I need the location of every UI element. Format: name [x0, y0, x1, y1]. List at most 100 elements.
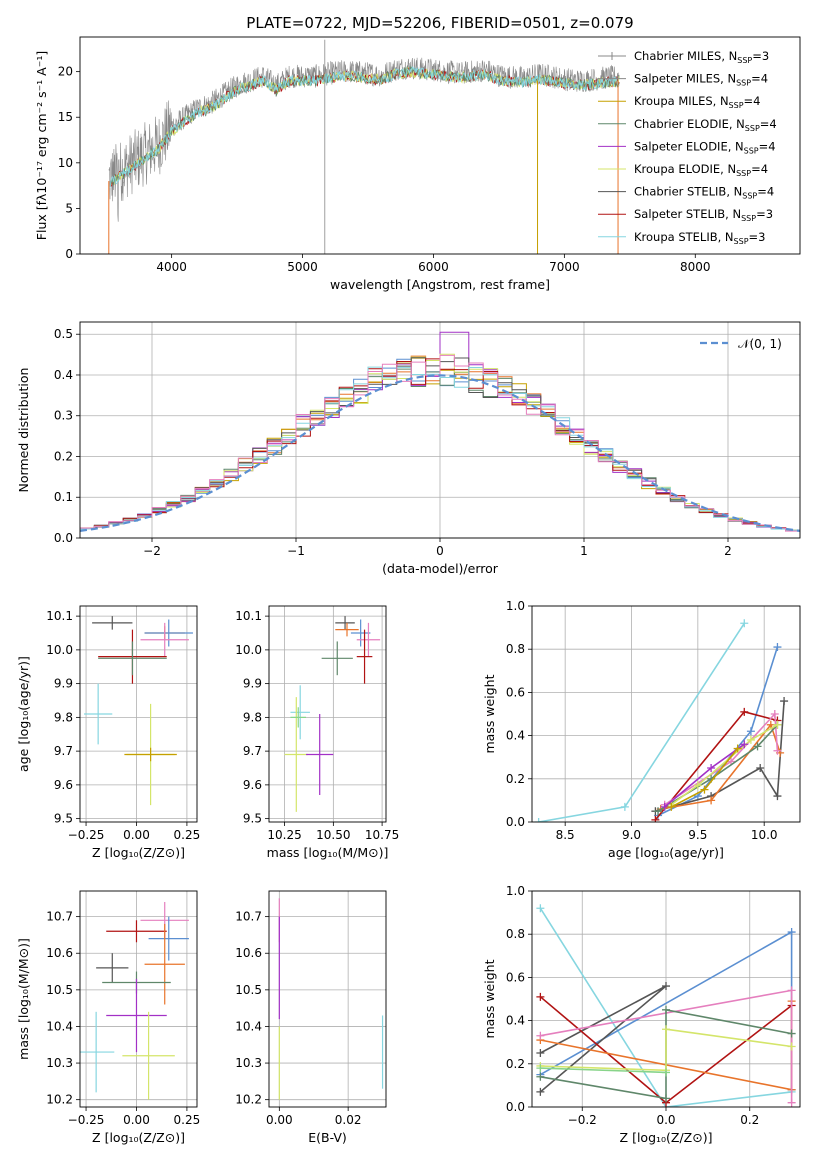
weight-vs-age-xlabel: age [log₁₀(age/yr)] — [608, 845, 724, 860]
age-vs-z-xtick-label: −0.25 — [68, 828, 105, 842]
spectrum-axes: 4000 5000 6000 7000 8000 0 5 10 15 20 wavelength [… — [34, 51, 711, 292]
age-vs-z-ytick-label: 9.6 — [54, 778, 73, 792]
age-vs-z-ytick-label: 9.7 — [54, 744, 73, 758]
mass-vs-z-xtick-label: 0.25 — [174, 1113, 201, 1127]
hist-frame — [79, 321, 801, 539]
hist-xlabel: (data-model)/error — [382, 561, 499, 576]
weight-vs-z-series-point — [662, 1094, 670, 1103]
weight-vs-age-series-point — [746, 735, 755, 744]
weight-vs-age-series-point — [740, 619, 749, 628]
mass-vs-ebv-ytick-label: 10.3 — [235, 1056, 262, 1070]
mass-vs-ebv-xlabel: E(B-V) — [308, 1130, 347, 1145]
spectrum-model-line — [109, 67, 620, 187]
weight-vs-z-xtick-label: 0.2 — [740, 1113, 759, 1127]
weight-vs-z-series-point — [787, 1098, 796, 1107]
spectrum-ytick-label: 0 — [65, 247, 73, 261]
hist-ylabel: Normed distribution — [16, 368, 31, 493]
weight-vs-z-series-point — [662, 1068, 670, 1077]
age-vs-mass-ytick-label: 9.9 — [243, 677, 262, 691]
mass-vs-z-xlabel: Z [log₁₀(Z/Z⊙)] — [92, 1130, 185, 1145]
age-vs-z-xtick-label: 0.25 — [174, 828, 201, 842]
mass-vs-z-ytick-label: 10.4 — [46, 1019, 73, 1033]
spectrum-xtick-label: 5000 — [287, 260, 318, 274]
spectrum-xtick-label: 4000 — [156, 260, 187, 274]
weight-vs-z-ytick-label: 0.6 — [506, 970, 525, 984]
age-vs-z-xtick-label: 0.00 — [123, 828, 150, 842]
weight-vs-age-series-point — [620, 802, 629, 811]
age-vs-mass-xtick-label: 10.25 — [267, 828, 301, 842]
weight-vs-age-series-point — [773, 746, 782, 755]
mass-vs-ebv-xtick-label: 0.00 — [266, 1113, 293, 1127]
mass-vs-z-frame — [79, 890, 198, 1108]
hist-ytick-label: 0.4 — [54, 368, 73, 382]
mass-vs-z-ytick-label: 10.5 — [46, 983, 73, 997]
weight-vs-z-ytick-label: 0.8 — [506, 927, 525, 941]
hist-legend-label: 𝒩(0, 1) — [738, 337, 782, 351]
hist-xtick-label: 1 — [580, 544, 588, 558]
legend-label: Salpeter MILES, NSSP=4 — [634, 72, 768, 88]
weight-vs-z-series-point — [536, 904, 545, 913]
weight-vs-z-plot — [536, 904, 796, 1107]
weight-vs-age-series-point — [654, 807, 663, 816]
age-vs-z-ytick-label: 9.8 — [54, 710, 73, 724]
mass-vs-ebv-ytick-label: 10.2 — [235, 1093, 262, 1107]
age-vs-z-ytick-label: 10.0 — [46, 643, 73, 657]
weight-vs-z-series-point — [536, 1031, 545, 1040]
age-vs-mass-xlabel: mass [log₁₀(M/M⊙)] — [267, 845, 389, 860]
weight-vs-z-series-point — [662, 1005, 670, 1014]
mass-vs-z-xtick-label: −0.25 — [68, 1113, 105, 1127]
weight-vs-z-xlabel: Z [log₁₀(Z/Z⊙)] — [620, 1130, 713, 1145]
weight-vs-age-ytick-label: 0.2 — [506, 772, 525, 786]
age-vs-z-xlabel: Z [log₁₀(Z/Z⊙)] — [92, 845, 185, 860]
age-vs-z-ylabel: age [log₁₀(age/yr)] — [16, 656, 31, 772]
spectrum-xtick-label: 7000 — [549, 260, 580, 274]
weight-vs-z-ytick-label: 1.0 — [506, 884, 525, 898]
hist-xtick-label: −1 — [287, 544, 305, 558]
age-vs-mass-ytick-label: 9.5 — [243, 812, 262, 826]
weight-vs-z-series-point — [787, 1029, 796, 1038]
age-vs-z-ytick-label: 9.9 — [54, 677, 73, 691]
weight-vs-z-xtick-label: −0.2 — [568, 1113, 597, 1127]
hist-ytick-label: 0.5 — [54, 327, 73, 341]
legend-label: Salpeter STELIB, NSSP=3 — [634, 207, 773, 223]
weight-vs-age-series-point — [733, 744, 742, 753]
weight-vs-age-series-point — [693, 781, 702, 790]
weight-vs-z-xtick-label: 0.0 — [656, 1113, 675, 1127]
hist-ytick-label: 0.0 — [54, 531, 73, 545]
weight-vs-z-series-line — [539, 907, 792, 1107]
mass-vs-z-ytick-label: 10.3 — [46, 1056, 73, 1070]
spectrum-data-line — [108, 57, 620, 222]
weight-vs-age-series-point — [773, 643, 782, 652]
spectrum-model-line — [109, 65, 620, 188]
spectrum-model-line — [109, 65, 620, 187]
weight-vs-age-axes: 8.5 9.0 9.5 10.0 0.0 0.2 0.4 0.6 0.8 1.0 age [log₁… — [482, 599, 800, 860]
weight-vs-z-ytick-label: 0.0 — [506, 1100, 525, 1114]
weight-vs-z-series-point — [536, 1049, 545, 1057]
weight-vs-age-series-point — [780, 697, 789, 706]
mass-vs-ebv-xtick-label: 0.02 — [335, 1113, 362, 1127]
weight-vs-z-series-point — [787, 986, 796, 995]
weight-vs-age-ytick-label: 0.0 — [506, 815, 525, 829]
weight-vs-age-xtick-label: 9.5 — [688, 828, 707, 842]
weight-vs-z-series-point — [787, 928, 796, 937]
age-vs-mass-ytick-label: 10.0 — [235, 643, 262, 657]
age-vs-z-frame — [79, 605, 198, 823]
weight-vs-age-ytick-label: 0.8 — [506, 642, 525, 656]
hist-xtick-label: 2 — [724, 544, 732, 558]
weight-vs-age-frame — [531, 605, 801, 823]
age-vs-mass-plot — [284, 616, 381, 812]
age-vs-mass-axes: 10.25 10.50 10.75 9.5 9.6 9.7 9.8 9.9 10.0 10.1 ma… — [235, 606, 399, 860]
age-vs-z-plot — [84, 616, 193, 806]
mass-vs-ebv-plot — [278, 898, 384, 1100]
hist-ytick-label: 0.1 — [54, 490, 73, 504]
spectrum-xtick-label: 6000 — [418, 260, 449, 274]
spectrum-plot — [108, 39, 620, 254]
weight-vs-z-series-point — [536, 1064, 545, 1073]
mass-vs-z-ylabel: mass [log₁₀(M/M⊙)] — [16, 938, 31, 1060]
hist-xtick-label: 0 — [436, 544, 444, 558]
mass-vs-z-ytick-label: 10.7 — [46, 910, 73, 924]
legend-label: Kroupa STELIB, NSSP=3 — [634, 230, 765, 246]
legend-label: Chabrier STELIB, NSSP=4 — [634, 185, 774, 201]
spectrum-legend: Chabrier MILES, NSSP=3 Salpeter MILES, NS… — [598, 49, 777, 246]
